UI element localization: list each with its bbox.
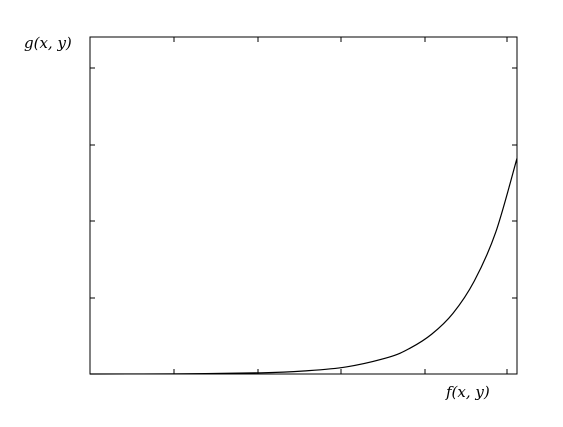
y-axis-label: g(x, y) bbox=[24, 34, 72, 52]
plot-frame bbox=[89, 36, 518, 375]
axis-ticks bbox=[90, 37, 517, 374]
series-line bbox=[89, 158, 518, 375]
x-axis-label: f(x, y) bbox=[446, 383, 490, 401]
plot-border bbox=[89, 36, 518, 375]
